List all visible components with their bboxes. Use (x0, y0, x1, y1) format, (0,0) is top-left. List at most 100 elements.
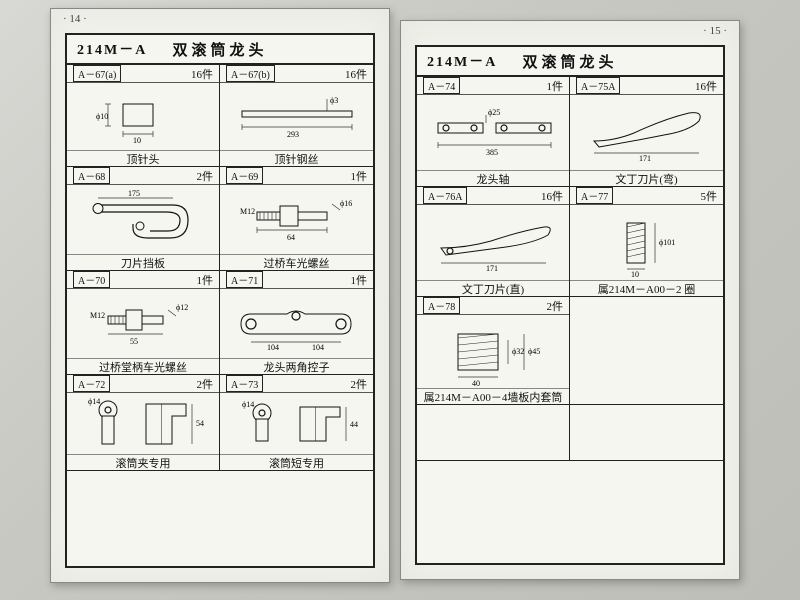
cell-drawing: M12 ϕ12 55 (67, 289, 219, 358)
part-number: A－78 (423, 297, 460, 314)
part-desc: 过桥车光螺丝 (220, 254, 373, 270)
part-qty: 5件 (701, 188, 718, 204)
part-number: A－74 (423, 77, 460, 94)
cell-drawing: 104 104 (220, 289, 373, 358)
svg-text:ϕ3: ϕ3 (330, 96, 338, 105)
part-cell: A－68 2件 175 刀片挡板 (67, 167, 220, 271)
part-qty: 16件 (345, 66, 367, 82)
cell-drawing: ϕ10 10 (67, 83, 219, 150)
part-cell: A－74 1件 ϕ25 385 龙头轴 (417, 77, 570, 187)
svg-text:ϕ101: ϕ101 (659, 238, 675, 247)
svg-text:55: 55 (130, 337, 138, 346)
svg-text:ϕ25: ϕ25 (488, 108, 500, 117)
part-number: A－69 (226, 167, 263, 184)
part-number: A－73 (226, 375, 263, 392)
part-desc: 过桥堂柄车光螺丝 (67, 358, 219, 374)
svg-text:ϕ10: ϕ10 (96, 112, 108, 121)
part-qty: 1件 (351, 272, 368, 288)
svg-text:M12: M12 (240, 207, 255, 216)
cell-drawing: M12 ϕ16 64 (220, 185, 373, 254)
part-number: A－77 (576, 187, 613, 204)
part-desc: 刀片挡板 (67, 254, 219, 270)
part-number: A－70 (73, 271, 110, 288)
svg-text:104: 104 (267, 343, 279, 352)
right-grid: A－74 1件 ϕ25 385 龙头轴 A－75A 16件 171 文丁刀片(弯… (417, 77, 723, 461)
cell-header: A－77 5件 (570, 187, 723, 205)
part-cell: A－72 2件 ϕ14 54 滚筒夹专用 (67, 375, 220, 471)
svg-text:ϕ32: ϕ32 (512, 347, 524, 356)
cell-header: A－67(a) 16件 (67, 65, 219, 83)
svg-text:64: 64 (287, 233, 295, 242)
part-cell: A－71 1件 104 104 龙头两角控子 (220, 271, 373, 375)
cell-header: A－71 1件 (220, 271, 373, 289)
left-page: · 14 · 214M－A 双滚筒龙头 A－67(a) 16件 ϕ10 10 顶… (50, 8, 390, 583)
part-desc: 文丁刀片(直) (417, 280, 569, 296)
cell-header: A－68 2件 (67, 167, 219, 185)
svg-text:10: 10 (631, 270, 639, 279)
part-qty: 2件 (351, 376, 368, 392)
part-desc: 滚筒短专用 (220, 454, 373, 470)
cell-drawing: ϕ101 10 (570, 205, 723, 280)
svg-text:ϕ12: ϕ12 (176, 303, 188, 312)
part-desc: 滚筒夹专用 (67, 454, 219, 470)
left-title-code: 214M－A (77, 39, 147, 59)
svg-text:ϕ14: ϕ14 (88, 397, 100, 406)
part-number: A－67(b) (226, 65, 275, 82)
cell-drawing: ϕ25 385 (417, 95, 569, 170)
left-frame: 214M－A 双滚筒龙头 A－67(a) 16件 ϕ10 10 顶针头 A－67… (65, 33, 375, 568)
right-title-row: 214M－A 双滚筒龙头 (417, 47, 723, 77)
right-title-text: 双滚筒龙头 (522, 51, 617, 72)
svg-text:171: 171 (486, 264, 498, 273)
part-cell: A－70 1件 M12 ϕ12 55 过桥堂柄车光螺丝 (67, 271, 220, 375)
svg-text:171: 171 (639, 154, 651, 163)
part-qty: 1件 (547, 78, 564, 94)
right-page: · 15 · 214M－A 双滚筒龙头 A－74 1件 ϕ25 385 龙头轴 … (400, 20, 740, 580)
part-desc: 龙头两角控子 (220, 358, 373, 374)
svg-text:54: 54 (196, 419, 204, 428)
part-number: A－68 (73, 167, 110, 184)
part-cell: A－75A 16件 171 文丁刀片(弯) (570, 77, 723, 187)
cell-drawing: ϕ14 54 (67, 393, 219, 454)
svg-text:44: 44 (350, 420, 358, 429)
cell-header: A－70 1件 (67, 271, 219, 289)
part-desc: 文丁刀片(弯) (570, 170, 723, 186)
part-number: A－67(a) (73, 65, 121, 82)
left-title-row: 214M－A 双滚筒龙头 (67, 35, 373, 65)
svg-text:M12: M12 (90, 311, 105, 320)
part-cell: A－73 2件 ϕ14 44 滚筒短专用 (220, 375, 373, 471)
svg-text:385: 385 (486, 148, 498, 157)
cell-drawing: 171 (570, 95, 723, 170)
part-number: A－72 (73, 375, 110, 392)
part-cell: A－76A 16件 171 文丁刀片(直) (417, 187, 570, 297)
svg-text:293: 293 (287, 130, 299, 139)
svg-text:10: 10 (133, 136, 141, 145)
part-qty: 1件 (351, 168, 368, 184)
cell-header: A－78 2件 (417, 297, 569, 315)
svg-text:ϕ45: ϕ45 (528, 347, 540, 356)
cell-header: A－67(b) 16件 (220, 65, 373, 83)
svg-text:ϕ16: ϕ16 (340, 199, 352, 208)
cell-header: A－72 2件 (67, 375, 219, 393)
part-desc: 属214M－A00－2 圈 (570, 280, 723, 296)
cell-drawing: ϕ3 293 (220, 83, 373, 150)
part-number: A－75A (576, 77, 620, 94)
part-cell (570, 405, 723, 461)
cell-header: A－69 1件 (220, 167, 373, 185)
part-qty: 1件 (197, 272, 214, 288)
part-cell: A－77 5件 ϕ101 10 属214M－A00－2 圈 (570, 187, 723, 297)
cell-header: A－73 2件 (220, 375, 373, 393)
part-desc: 顶针头 (67, 150, 219, 166)
right-title-code: 214M－A (427, 51, 497, 71)
page-number-left: · 14 · (63, 13, 87, 25)
left-title-text: 双滚筒龙头 (172, 39, 267, 60)
part-cell: A－78 2件 ϕ32 ϕ45 40 属214M－A00－4墙板内套筒 (417, 297, 570, 405)
part-cell: A－67(a) 16件 ϕ10 10 顶针头 (67, 65, 220, 167)
part-number: A－76A (423, 187, 467, 204)
cell-drawing: 171 (417, 205, 569, 280)
part-cell (417, 405, 570, 461)
part-qty: 16件 (191, 66, 213, 82)
page-number-right: · 15 · (703, 25, 727, 37)
cell-header: A－74 1件 (417, 77, 569, 95)
left-grid: A－67(a) 16件 ϕ10 10 顶针头 A－67(b) 16件 ϕ3 29… (67, 65, 373, 471)
part-desc: 龙头轴 (417, 170, 569, 186)
